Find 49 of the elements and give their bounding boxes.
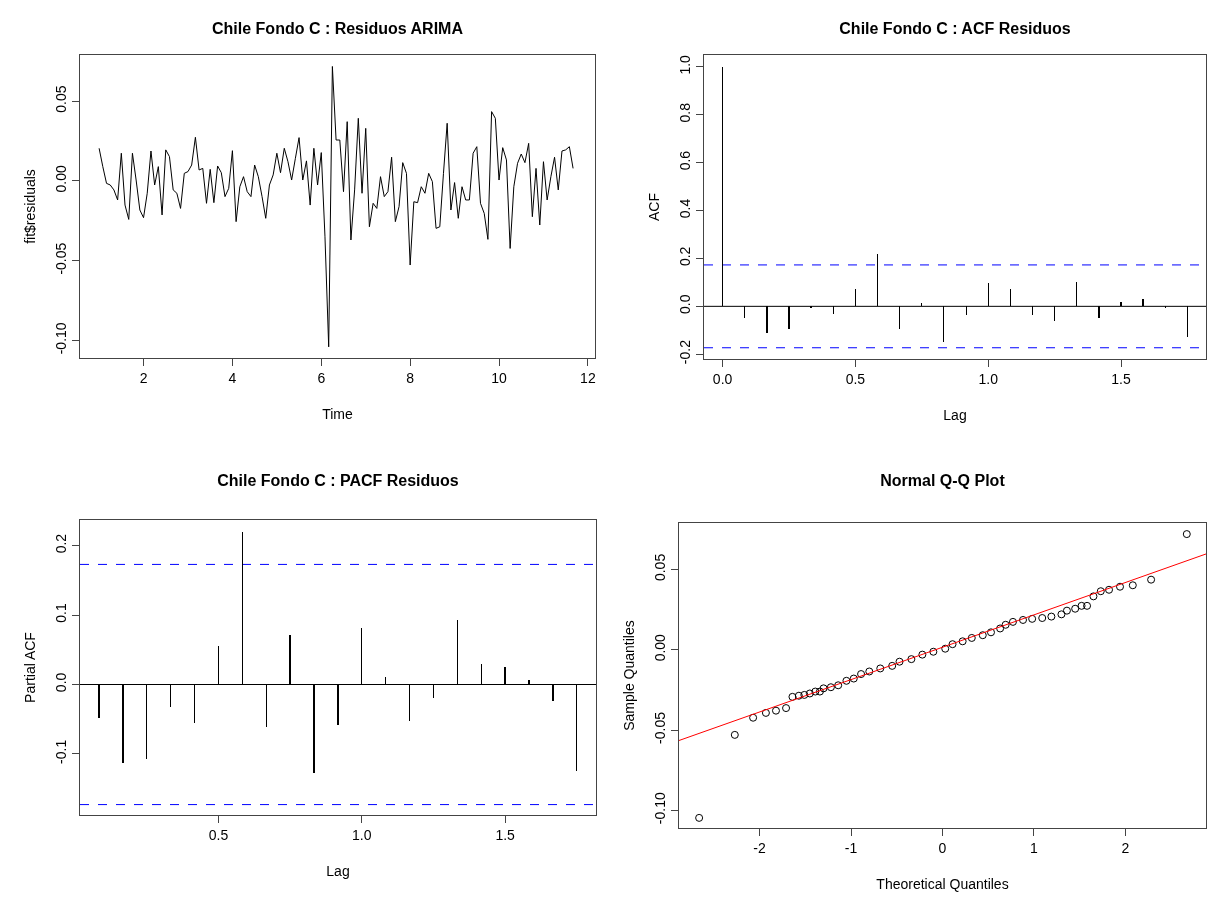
x-tick-label: 0.5 [845, 370, 866, 387]
x-tick-label: 1.0 [978, 370, 999, 387]
y-tick-label: 0.0 [53, 672, 70, 693]
chart-title: Chile Fondo C : PACF Residuos [217, 471, 459, 489]
y-axis-title: ACF [646, 193, 662, 221]
chart-title: Chile Fondo C : ACF Residuos [839, 19, 1071, 37]
y-tick-label: 1.0 [677, 54, 694, 75]
chart-title: Chile Fondo C : Residuos ARIMA [212, 19, 464, 37]
x-tick-label: -1 [844, 839, 858, 856]
x-tick-label: 8 [406, 369, 415, 386]
x-tick-label: 12 [580, 369, 596, 386]
y-tick-label: 0.0 [677, 294, 694, 314]
x-axis-title: Time [322, 406, 354, 423]
y-tick-label: 0.05 [652, 553, 669, 582]
x-tick-label: 0 [938, 839, 947, 856]
x-tick-label: 1 [1030, 839, 1039, 856]
y-tick-label: 0.00 [53, 165, 70, 193]
x-tick-label: 1.0 [352, 826, 372, 843]
x-tick-label: 0.0 [712, 370, 733, 387]
y-tick-label: -0.10 [652, 792, 669, 825]
y-tick-label: 0.2 [677, 246, 694, 267]
x-tick-label: 10 [491, 369, 508, 386]
x-tick-label: 2 [1121, 839, 1130, 856]
y-axis-title: Sample Quantiles [621, 620, 637, 731]
x-tick-label: 4 [228, 369, 237, 386]
y-tick-label: 0.2 [53, 533, 70, 554]
y-tick-label: -0.2 [677, 339, 694, 365]
y-tick-label: -0.10 [53, 322, 70, 355]
y-axis-title: fit$residuals [22, 169, 38, 244]
x-axis-title: Lag [326, 863, 350, 880]
y-axis-title: Partial ACF [22, 632, 38, 703]
x-tick-label: 2 [139, 369, 148, 386]
x-tick-label: 1.5 [495, 826, 516, 843]
y-tick-label: 0.05 [53, 85, 70, 113]
y-tick-label: -0.05 [53, 242, 70, 275]
y-tick-label: 0.4 [677, 198, 694, 219]
y-tick-label: 0.6 [677, 150, 694, 171]
x-tick-label: 1.5 [1111, 370, 1131, 387]
x-tick-label: -2 [753, 839, 766, 856]
x-tick-label: 6 [317, 369, 326, 386]
y-tick-label: 0.1 [53, 603, 70, 623]
y-tick-label: -0.05 [652, 711, 669, 744]
x-axis-title: Lag [943, 407, 967, 424]
y-tick-label: 0.8 [677, 102, 694, 123]
y-tick-label: 0.00 [652, 633, 669, 662]
y-tick-label: -0.1 [53, 739, 70, 764]
chart-title: Normal Q-Q Plot [880, 471, 1006, 489]
x-axis-title: Theoretical Quantiles [876, 876, 1009, 893]
x-tick-label: 0.5 [208, 826, 229, 843]
